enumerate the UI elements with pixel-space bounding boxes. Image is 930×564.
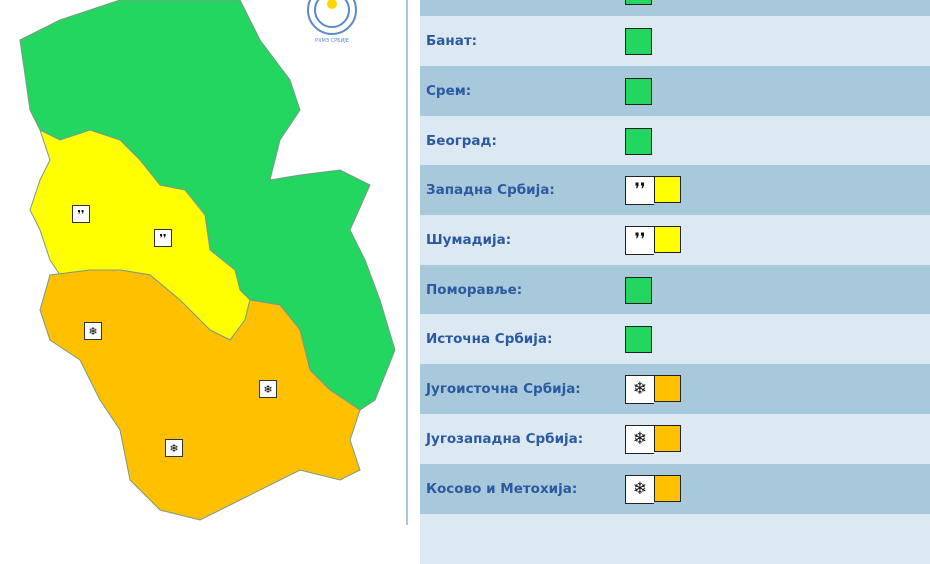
region-label: Банат: [426,33,478,49]
warning-level-box [654,175,681,203]
warning-level-box [654,474,681,502]
region-row: Срем: [420,66,930,116]
serbia-map: РХМЗ СРБИЈЕ [19,0,396,521]
warning-level-box [654,424,681,452]
svg-text:РХМЗ СРБИЈЕ: РХМЗ СРБИЈЕ [315,38,349,44]
region-label: Југозападна Србија: [426,431,584,447]
region-label: Косово и Метохија: [426,481,578,497]
region-row: Београд: [420,116,930,166]
snow-icon: ❄ [259,380,277,398]
warning-map: РХМЗ СРБИЈЕ ❜❜ ❜❜ ❄ ❄ ❄ [0,0,408,525]
warning-level-box [625,276,652,304]
region-row: Југозападна Србија: ❄ [420,414,930,464]
region-row [420,514,930,564]
region-row: Источна Србија: [420,314,930,364]
region-row: Банат: [420,16,930,66]
snow-icon: ❄ [625,474,654,504]
warning-level-box [625,27,652,55]
region-label: Београд: [426,133,497,149]
region-label: Југоисточна Србија: [426,381,581,397]
snow-icon: ❄ [165,439,183,457]
region-row: Шумадија: ❜❜ [420,215,930,265]
region-label: Срем: [426,83,472,99]
region-row: Западна Србија: ❜❜ [420,165,930,215]
logo: РХМЗ СРБИЈЕ [307,0,357,44]
rain-icon: ❜❜ [72,205,90,223]
region-label: Шумадија: [426,232,512,248]
rain-icon: ❜❜ [625,175,654,205]
map-region-orange [39,269,361,521]
snow-icon: ❄ [625,424,654,454]
rain-icon: ❜❜ [154,229,172,247]
region-row [420,0,930,16]
region-row: Поморавље: [420,265,930,315]
warning-level-box [654,374,681,402]
warning-level-box [625,325,652,353]
warning-level-box [625,77,652,105]
rain-icon: ❜❜ [625,225,654,255]
region-label: Западна Србија: [426,182,555,198]
region-warning-table: Банат: Срем: Београд: Западна Србија: ❜❜ Шума… [420,0,930,564]
region-row: Косово и Метохија: ❄ [420,464,930,514]
region-label: Поморавље: [426,282,523,298]
region-row: Југоисточна Србија: ❄ [420,364,930,414]
warning-level-box [654,225,681,253]
snow-icon: ❄ [84,322,102,340]
snow-icon: ❄ [625,374,654,404]
region-label: Источна Србија: [426,331,553,347]
warning-level-box [625,127,652,155]
warning-level-box [625,0,652,5]
